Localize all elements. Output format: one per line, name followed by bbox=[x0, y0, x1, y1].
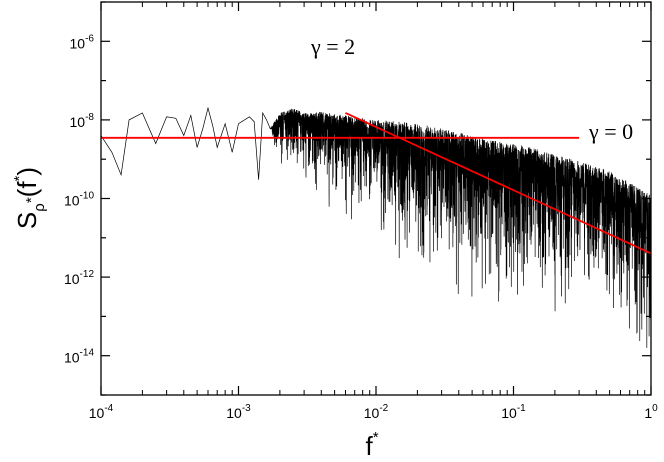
y-tick-label: 10-6 bbox=[70, 33, 95, 51]
spectrum-series bbox=[100, 106, 652, 348]
y-tick-label: 10-10 bbox=[64, 191, 94, 209]
x-tick-label: 10-2 bbox=[364, 403, 389, 421]
x-tick-label: 10-4 bbox=[89, 403, 114, 421]
reference-lines bbox=[101, 112, 652, 255]
x-tick-labels: 10-4 10-3 10-2 10-1 10 bbox=[89, 403, 658, 421]
x-tick-label: 10-3 bbox=[226, 403, 251, 421]
y-tick-label: 10-12 bbox=[64, 269, 94, 287]
y-axis-title: Sρ*(f*) bbox=[11, 167, 48, 229]
annotation-gamma-2: γ = 2 bbox=[310, 34, 355, 59]
x-tick-label: 10 bbox=[644, 403, 658, 421]
annotation-gamma-0: γ = 0 bbox=[588, 119, 633, 144]
y-tick-labels: 10-6 10-8 10-10 10-12 10-14 bbox=[64, 33, 94, 365]
x-tick-label: 10-1 bbox=[501, 403, 526, 421]
spectrum-line bbox=[100, 106, 652, 348]
axis-ticks bbox=[100, 1, 652, 396]
y-tick-label: 10-14 bbox=[64, 348, 94, 366]
reference-line-slope-2 bbox=[345, 112, 652, 255]
x-axis-title: f* bbox=[365, 429, 378, 461]
y-tick-label: 10-8 bbox=[70, 112, 95, 130]
